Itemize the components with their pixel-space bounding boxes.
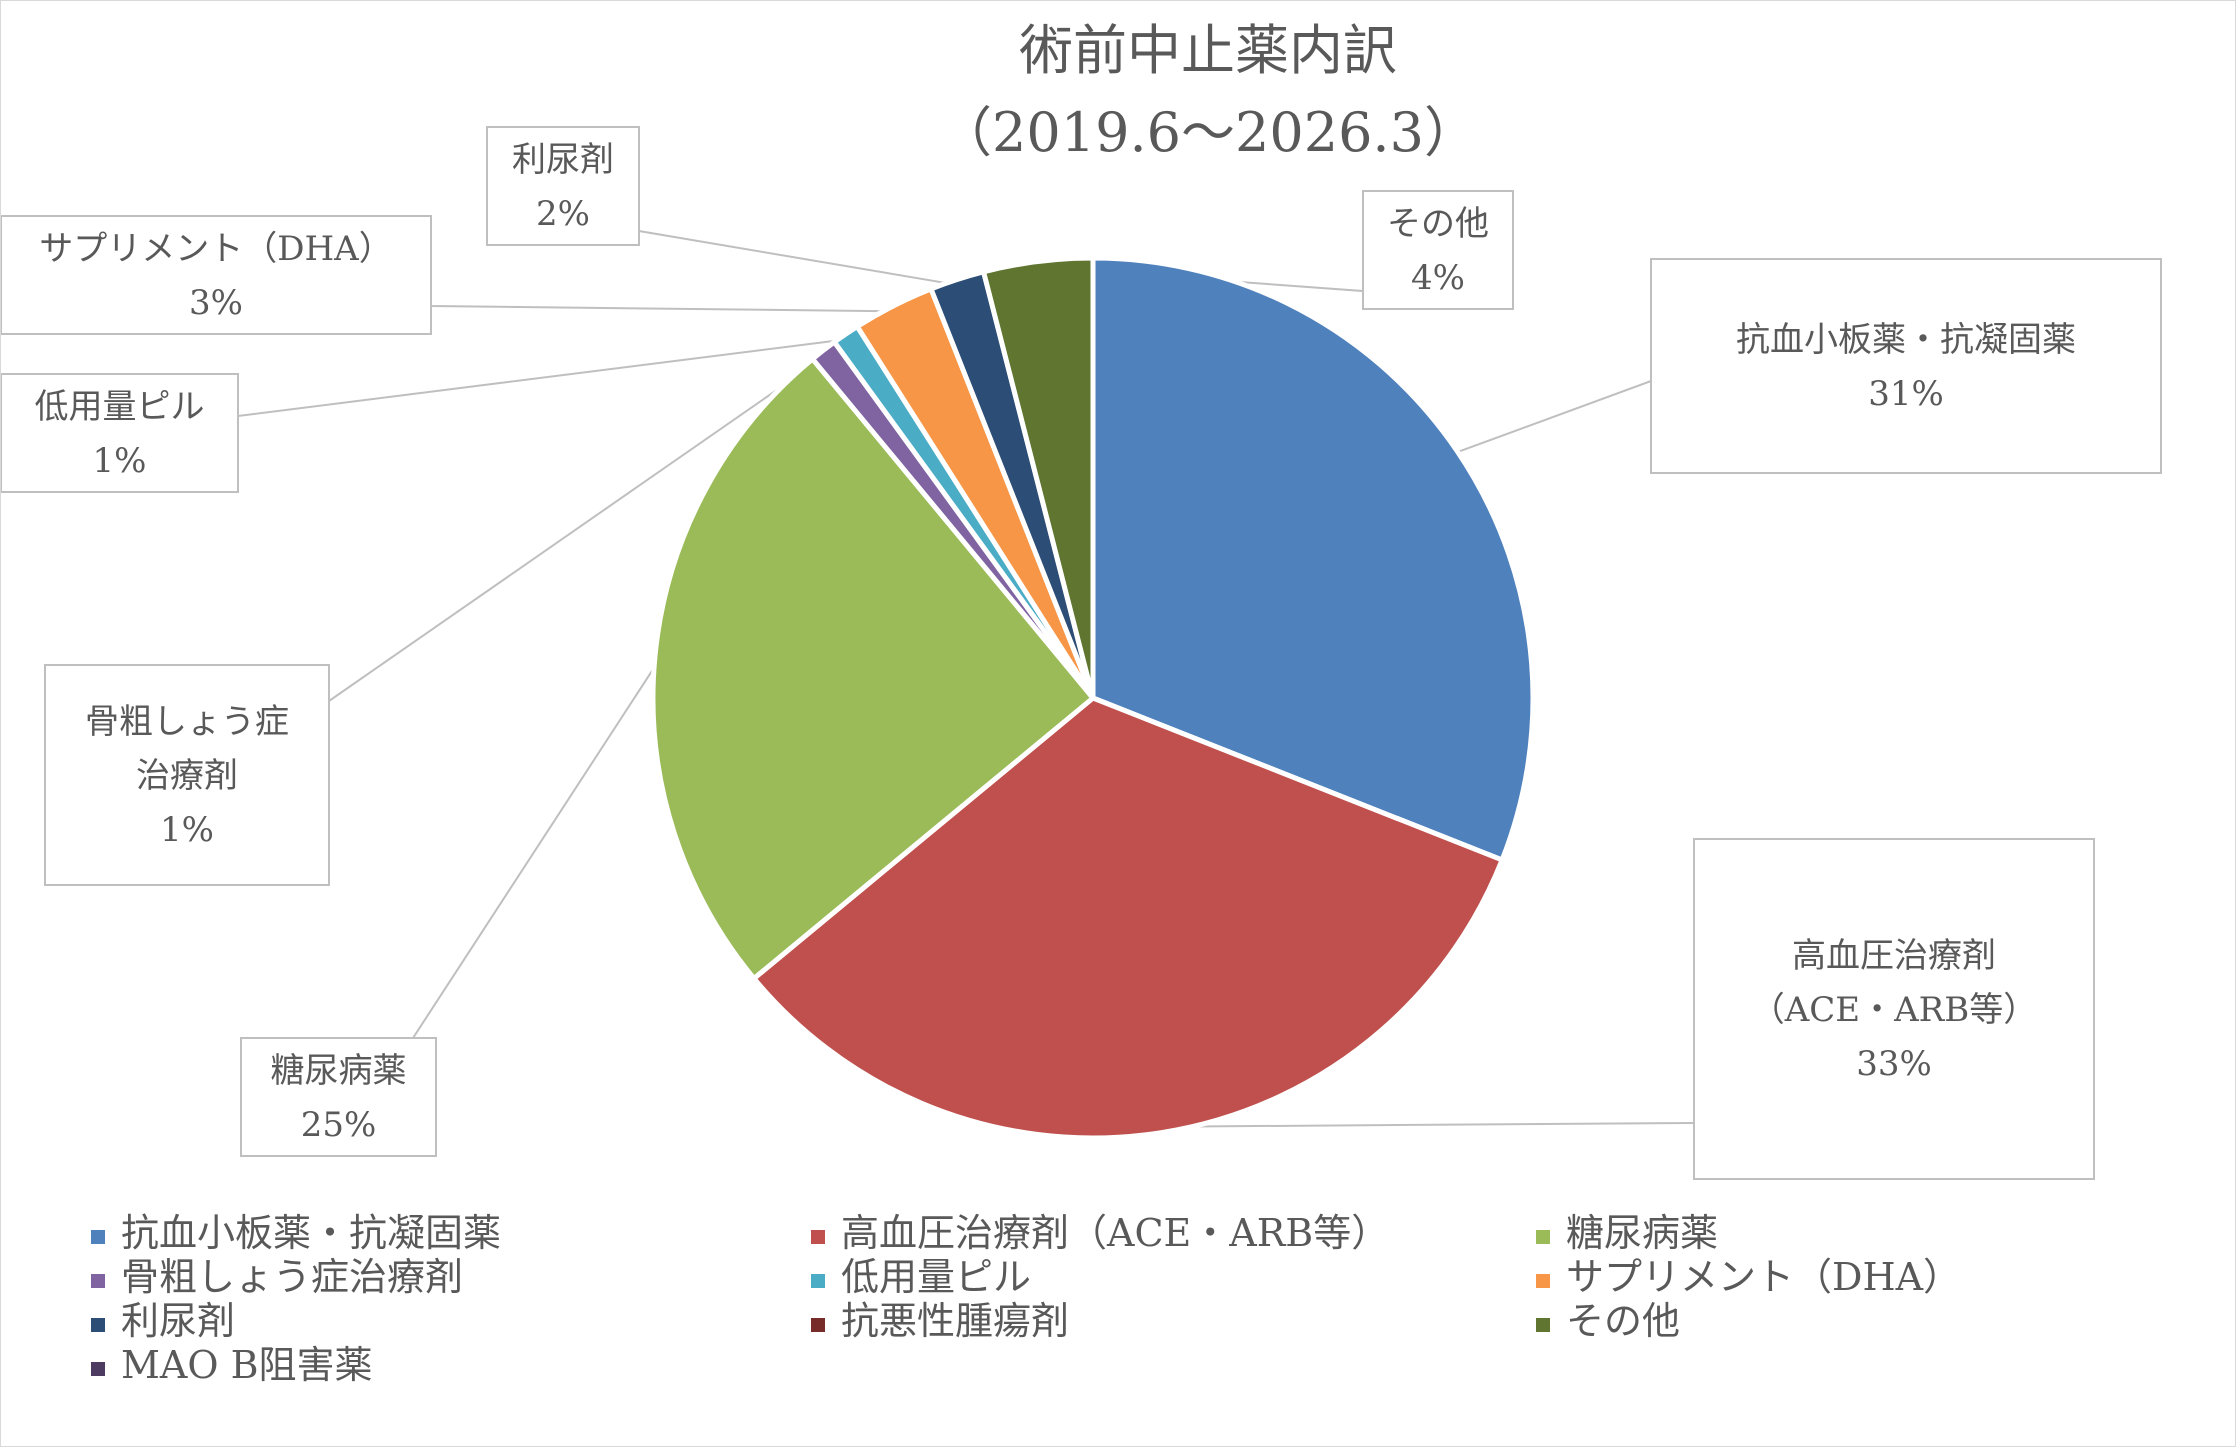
data-label-text: 1%	[93, 441, 147, 481]
legend-item: 低用量ピル	[811, 1255, 1031, 1299]
pie-slice	[650, 355, 1097, 982]
legend-swatch	[91, 1274, 105, 1288]
legend-swatch	[1536, 1230, 1550, 1244]
legend-swatch	[811, 1318, 825, 1332]
legend-label: 低用量ピル	[841, 1255, 1031, 1299]
pie-slice	[750, 695, 1506, 1141]
legend-item: その他	[1536, 1299, 1680, 1343]
data-label-text: 25%	[301, 1105, 377, 1145]
legend-label: 糖尿病薬	[1566, 1211, 1718, 1255]
legend-label: 高血圧治療剤（ACE・ARB等）	[841, 1211, 1389, 1255]
data-label-text: 抗血小板薬・抗凝固薬	[1736, 320, 2076, 360]
data-label-box	[1650, 258, 2162, 474]
chart-title-line-1: 術前中止薬内訳	[1019, 19, 1397, 82]
data-label-text: 33%	[1856, 1044, 1932, 1084]
data-callouts: 抗血小板薬・抗凝固薬 31% 高血圧治療剤 （ACE・ARB等） 33% 糖尿病薬 25% 骨…	[1, 126, 2162, 1180]
data-label-text: サプリメント（DHA）	[39, 229, 392, 269]
legend-item: 利尿剤	[91, 1299, 235, 1343]
leader-line	[638, 201, 960, 287]
data-label: 利尿剤 2%	[486, 126, 640, 246]
data-label-box	[486, 126, 640, 246]
data-label-text: 4%	[1411, 258, 1465, 298]
data-label: 糖尿病薬 25%	[240, 1037, 437, 1157]
data-label-box	[1, 373, 239, 493]
data-label-box	[1362, 190, 1514, 310]
data-label: 骨粗しょう症治療剤 1%	[44, 664, 330, 886]
chart-title-line-2: （2019.6～2026.3）	[938, 101, 1478, 164]
legend-label: その他	[1566, 1299, 1680, 1343]
legend-item: 抗悪性腫瘍剤	[811, 1299, 1069, 1343]
leader-line	[351, 656, 662, 1039]
leader-line	[430, 286, 897, 313]
data-label-box	[1, 215, 432, 335]
legend-item: 骨粗しょう症治療剤	[91, 1255, 463, 1299]
data-label: 抗血小板薬・抗凝固薬 31%	[1650, 258, 2162, 474]
legend-label: MAO B阻害薬	[121, 1343, 373, 1387]
data-label-text: その他	[1387, 204, 1489, 244]
leader-line	[1160, 1122, 1695, 1128]
data-label-text: 利尿剤	[512, 140, 614, 180]
legend-label: サプリメント（DHA）	[1566, 1255, 1961, 1299]
data-label: その他 4%	[1362, 190, 1514, 310]
data-label-text: 3%	[189, 283, 243, 323]
data-label-text: 骨粗しょう症	[85, 702, 289, 742]
data-label: 低用量ピル 1%	[1, 373, 239, 493]
legend-swatch	[91, 1318, 105, 1332]
data-label-text: 糖尿病薬	[271, 1051, 407, 1091]
data-label-box	[240, 1037, 437, 1157]
leader-line	[1451, 380, 1652, 456]
legend-item: 糖尿病薬	[1536, 1211, 1718, 1255]
data-label-text: 2%	[536, 194, 590, 234]
legend-label: 骨粗しょう症治療剤	[121, 1255, 463, 1299]
data-label-text: 治療剤	[136, 756, 238, 796]
data-label-box	[1693, 838, 2095, 1180]
legend-item: 高血圧治療剤（ACE・ARB等）	[811, 1211, 1389, 1255]
legend-swatch	[1536, 1274, 1550, 1288]
data-label-text: 低用量ピル	[35, 387, 205, 427]
data-label-text: 高血圧治療剤	[1792, 936, 1996, 976]
data-label: サプリメント（DHA） 3%	[1, 215, 432, 335]
pie-slice	[1090, 255, 1536, 864]
legend-swatch	[91, 1230, 105, 1244]
data-label-text: （ACE・ARB等）	[1751, 990, 2038, 1030]
pie-slice	[980, 255, 1096, 699]
legend-item: サプリメント（DHA）	[1536, 1255, 1961, 1299]
chart-title: 術前中止薬内訳 （2019.6～2026.3）	[938, 19, 1478, 164]
legend-item: 抗血小板薬・抗凝固薬	[91, 1211, 501, 1255]
data-label-box	[44, 664, 330, 886]
legend-item: MAO B阻害薬	[91, 1343, 373, 1387]
legend-label: 利尿剤	[121, 1299, 235, 1343]
legend-swatch	[91, 1362, 105, 1376]
data-label-text: 1%	[160, 810, 214, 850]
data-label: 高血圧治療剤 （ACE・ARB等） 33%	[1693, 838, 2095, 1180]
legend-swatch	[811, 1274, 825, 1288]
legend-swatch	[1536, 1318, 1550, 1332]
leader-line	[328, 354, 828, 702]
pie-slices	[650, 255, 1536, 1141]
legend-label: 抗悪性腫瘍剤	[841, 1299, 1069, 1343]
legend-swatch	[811, 1230, 825, 1244]
legend-label: 抗血小板薬・抗凝固薬	[121, 1211, 501, 1255]
data-label-text: 31%	[1868, 374, 1944, 414]
